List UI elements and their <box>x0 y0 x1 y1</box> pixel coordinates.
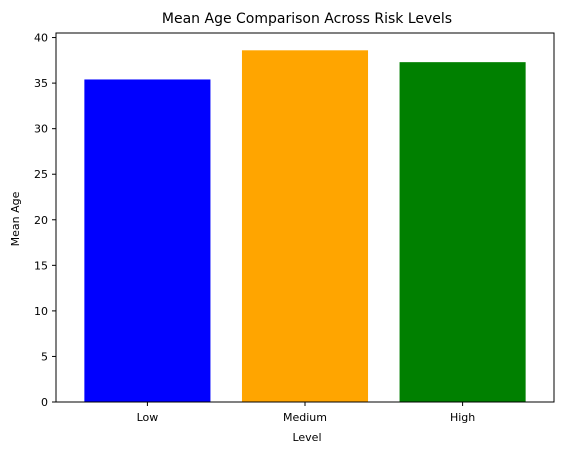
y-tick-label: 20 <box>34 214 48 227</box>
bar-high <box>399 62 526 403</box>
plot-frame <box>55 32 555 403</box>
x-tick-label: Low <box>137 411 159 424</box>
bar-low <box>84 79 211 402</box>
chart-title: Mean Age Comparison Across Risk Levels <box>162 11 452 27</box>
y-axis-label: Mean Age <box>9 191 22 246</box>
x-axis-ticks: Low Medium High <box>137 402 475 424</box>
y-axis-ticks: 0 5 10 15 20 25 30 35 40 <box>34 32 56 409</box>
y-tick-label: 40 <box>34 32 48 45</box>
x-axis-label: Level <box>292 431 321 444</box>
y-tick-label: 25 <box>34 168 48 181</box>
bars-group <box>84 50 526 403</box>
y-tick-label: 0 <box>41 396 48 409</box>
y-tick-label: 5 <box>41 350 48 363</box>
bar-medium <box>241 50 369 403</box>
y-tick-label: 35 <box>34 77 48 90</box>
x-tick-label: Medium <box>283 411 327 424</box>
y-tick-label: 30 <box>34 123 48 136</box>
y-tick-label: 10 <box>34 305 48 318</box>
y-tick-label: 15 <box>34 259 48 272</box>
x-tick-label: High <box>450 411 475 424</box>
